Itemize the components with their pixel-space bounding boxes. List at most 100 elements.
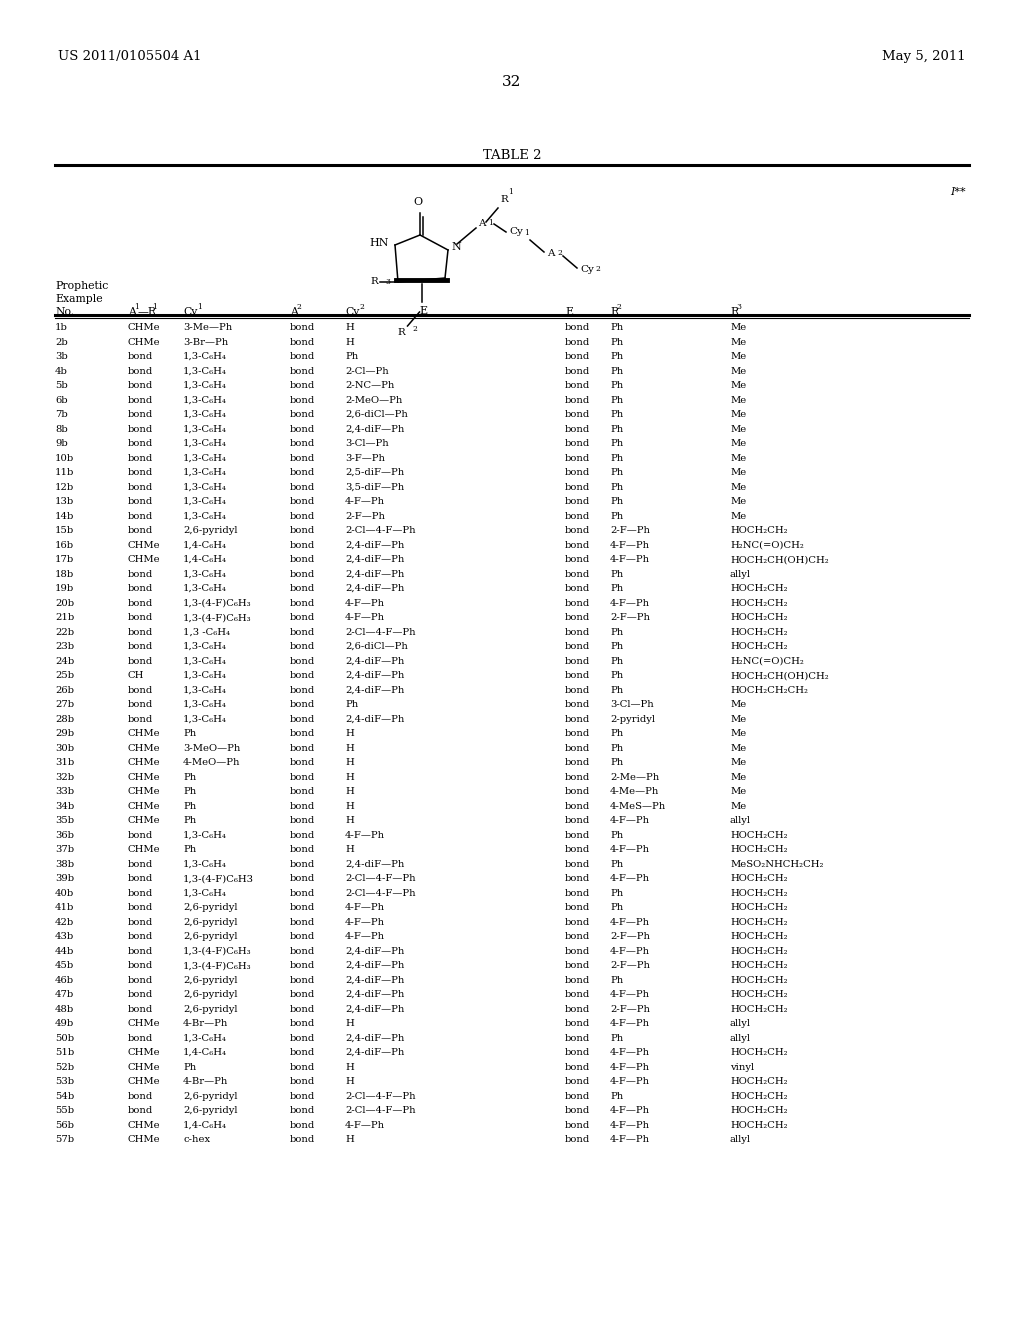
Text: 2,4-diF—Ph: 2,4-diF—Ph	[345, 1048, 404, 1057]
Text: bond: bond	[290, 323, 315, 333]
Text: 4-F—Ph: 4-F—Ph	[610, 541, 650, 549]
Text: 2,4-diF—Ph: 2,4-diF—Ph	[345, 585, 404, 593]
Text: bond: bond	[128, 932, 154, 941]
Text: bond: bond	[290, 801, 315, 810]
Text: Ph: Ph	[610, 859, 624, 869]
Text: bond: bond	[128, 874, 154, 883]
Text: bond: bond	[128, 961, 154, 970]
Text: Ph: Ph	[610, 454, 624, 462]
Text: bond: bond	[290, 1106, 315, 1115]
Text: 2: 2	[595, 265, 600, 273]
Text: 1,3-C₆H₄: 1,3-C₆H₄	[183, 656, 227, 665]
Text: Me: Me	[730, 367, 746, 376]
Text: bond: bond	[128, 990, 154, 999]
Text: CHMe: CHMe	[128, 1121, 161, 1130]
Text: Ph: Ph	[610, 425, 624, 434]
Text: bond: bond	[565, 758, 590, 767]
Text: Ph: Ph	[183, 729, 197, 738]
Text: bond: bond	[290, 1077, 315, 1086]
Text: bond: bond	[290, 1135, 315, 1144]
Text: allyl: allyl	[730, 1135, 751, 1144]
Text: Ph: Ph	[183, 1063, 197, 1072]
Text: bond: bond	[290, 454, 315, 462]
Text: Ph: Ph	[610, 396, 624, 405]
Text: 1,3-C₆H₄: 1,3-C₆H₄	[183, 454, 227, 462]
Text: bond: bond	[565, 323, 590, 333]
Text: CHMe: CHMe	[128, 541, 161, 549]
Text: Me: Me	[730, 714, 746, 723]
Text: 4-F—Ph: 4-F—Ph	[610, 556, 650, 564]
Text: Cy: Cy	[345, 308, 359, 317]
Text: bond: bond	[565, 1048, 590, 1057]
Text: 2-Cl—4-F—Ph: 2-Cl—4-F—Ph	[345, 527, 416, 535]
Text: bond: bond	[290, 845, 315, 854]
Text: bond: bond	[565, 352, 590, 362]
Text: 24b: 24b	[55, 656, 75, 665]
Text: 2,4-diF—Ph: 2,4-diF—Ph	[345, 961, 404, 970]
Text: 45b: 45b	[55, 961, 75, 970]
Text: 32: 32	[503, 75, 521, 88]
Text: 26b: 26b	[55, 685, 74, 694]
Text: 1: 1	[152, 304, 157, 312]
Text: Ph: Ph	[610, 570, 624, 578]
Text: 25b: 25b	[55, 671, 74, 680]
Text: HOCH₂CH₂: HOCH₂CH₂	[730, 642, 787, 651]
Text: 52b: 52b	[55, 1063, 74, 1072]
Text: Ph: Ph	[610, 729, 624, 738]
Text: 4-F—Ph: 4-F—Ph	[610, 845, 650, 854]
Text: 1: 1	[197, 304, 202, 312]
Text: bond: bond	[565, 874, 590, 883]
Text: 4-F—Ph: 4-F—Ph	[610, 990, 650, 999]
Text: bond: bond	[565, 599, 590, 607]
Text: H₂NC(=O)CH₂: H₂NC(=O)CH₂	[730, 656, 804, 665]
Text: O: O	[414, 197, 423, 207]
Text: bond: bond	[565, 614, 590, 622]
Text: 2-F—Ph: 2-F—Ph	[610, 614, 650, 622]
Text: 1,3-C₆H₄: 1,3-C₆H₄	[183, 367, 227, 376]
Text: 37b: 37b	[55, 845, 74, 854]
Text: H: H	[345, 729, 353, 738]
Text: —R: —R	[138, 308, 157, 317]
Text: 3-MeO—Ph: 3-MeO—Ph	[183, 743, 241, 752]
Text: 1: 1	[508, 187, 513, 195]
Text: bond: bond	[565, 1121, 590, 1130]
Text: Ph: Ph	[610, 642, 624, 651]
Text: Ph: Ph	[610, 381, 624, 391]
Text: 1,4-C₆H₄: 1,4-C₆H₄	[183, 556, 227, 564]
Text: 2,4-diF—Ph: 2,4-diF—Ph	[345, 859, 404, 869]
Text: 40b: 40b	[55, 888, 75, 898]
Text: bond: bond	[290, 772, 315, 781]
Text: 1,4-C₆H₄: 1,4-C₆H₄	[183, 1121, 227, 1130]
Text: CHMe: CHMe	[128, 787, 161, 796]
Text: 1,3-C₆H₄: 1,3-C₆H₄	[183, 585, 227, 593]
Text: Ph: Ph	[610, 1034, 624, 1043]
Text: bond: bond	[565, 845, 590, 854]
Text: H: H	[345, 787, 353, 796]
Text: bond: bond	[565, 1034, 590, 1043]
Text: HOCH₂CH₂CH₂: HOCH₂CH₂CH₂	[730, 685, 808, 694]
Text: 4-F—Ph: 4-F—Ph	[610, 917, 650, 927]
Text: Me: Me	[730, 700, 746, 709]
Text: bond: bond	[565, 642, 590, 651]
Text: 4-F—Ph: 4-F—Ph	[345, 1121, 385, 1130]
Text: 4-F—Ph: 4-F—Ph	[345, 830, 385, 840]
Text: N: N	[451, 242, 461, 252]
Text: 44b: 44b	[55, 946, 75, 956]
Text: 2,4-diF—Ph: 2,4-diF—Ph	[345, 1034, 404, 1043]
Text: bond: bond	[565, 570, 590, 578]
Text: 1,3-C₆H₄: 1,3-C₆H₄	[183, 483, 227, 491]
Text: 1,3-C₆H₄: 1,3-C₆H₄	[183, 411, 227, 420]
Text: Me: Me	[730, 469, 746, 477]
Text: bond: bond	[290, 700, 315, 709]
Text: R: R	[610, 308, 618, 317]
Text: 1,3-C₆H₄: 1,3-C₆H₄	[183, 685, 227, 694]
Text: bond: bond	[565, 903, 590, 912]
Text: bond: bond	[290, 932, 315, 941]
Text: 2,6-pyridyl: 2,6-pyridyl	[183, 903, 238, 912]
Text: HOCH₂CH₂: HOCH₂CH₂	[730, 1106, 787, 1115]
Text: 3b: 3b	[55, 352, 68, 362]
Text: 4-F—Ph: 4-F—Ph	[610, 816, 650, 825]
Text: bond: bond	[290, 758, 315, 767]
Text: Ph: Ph	[610, 758, 624, 767]
Text: 4-MeO—Ph: 4-MeO—Ph	[183, 758, 241, 767]
